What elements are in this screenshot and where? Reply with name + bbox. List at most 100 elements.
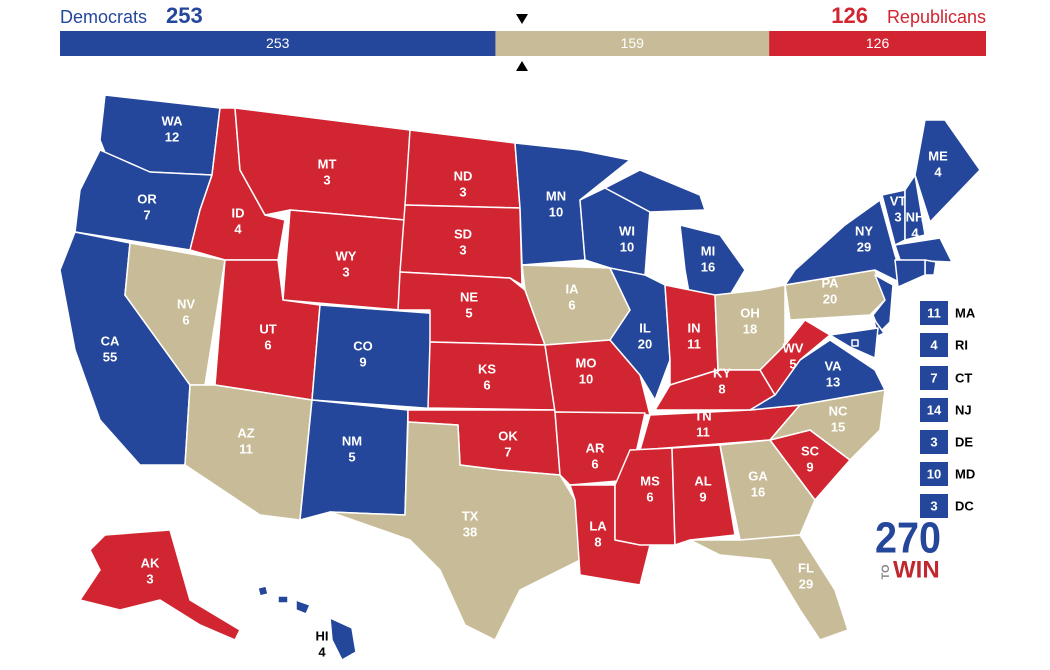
state-abbr: AL [694, 473, 711, 488]
state [784, 199, 906, 286]
state-votes: 20 [638, 336, 652, 351]
state-votes: 11 [696, 424, 710, 439]
state-abbr: MT [318, 156, 337, 171]
state [329, 421, 581, 641]
state-abbr: MN [546, 188, 566, 203]
state [277, 595, 289, 604]
state-abbr: WY [336, 248, 357, 263]
callout-abbr: MA [955, 305, 976, 320]
state-abbr: OH [740, 305, 760, 320]
state-votes: 6 [568, 297, 575, 312]
state-abbr: NE [460, 289, 478, 304]
state [614, 447, 676, 546]
state-abbr: LA [589, 518, 607, 533]
state-abbr: CO [353, 338, 373, 353]
state-votes: 8 [718, 381, 725, 396]
bar-segment-label: 126 [866, 35, 890, 51]
callout-box [920, 333, 948, 357]
state-abbr: MS [640, 473, 660, 488]
callout-box [920, 462, 948, 486]
state-abbr: ID [232, 205, 245, 220]
state-votes: 10 [549, 204, 563, 219]
democrats-total: 253 [166, 3, 203, 28]
state-abbr: IN [688, 320, 701, 335]
state [872, 317, 885, 337]
state-abbr: OR [137, 191, 157, 206]
state-votes: 4 [234, 221, 242, 236]
state-abbr: IA [566, 281, 580, 296]
state-votes: 18 [743, 321, 757, 336]
state-abbr: NH [906, 209, 925, 224]
state-votes: 6 [182, 312, 189, 327]
state-votes: 29 [857, 239, 871, 254]
state-abbr: SD [454, 226, 472, 241]
callout-abbr: DE [955, 434, 973, 449]
state-votes: 4 [934, 164, 942, 179]
state-votes: 6 [591, 456, 598, 471]
state-votes: 7 [504, 444, 511, 459]
state-votes: 13 [826, 374, 840, 389]
state-votes: 9 [359, 354, 366, 369]
state-abbr: VT [890, 193, 907, 208]
state [257, 585, 269, 597]
state-abbr: KS [478, 361, 496, 376]
state-votes: 4 [911, 225, 919, 240]
state-votes: 3 [342, 264, 349, 279]
democrats-label: Democrats [60, 7, 147, 27]
state-votes: 55 [103, 349, 117, 364]
state-abbr: KY [713, 365, 731, 380]
state-votes: 3 [894, 209, 901, 224]
callout-abbr: NJ [955, 402, 972, 417]
state-votes: 10 [620, 239, 634, 254]
callout-votes: 7 [930, 370, 937, 385]
callout-box [920, 366, 948, 390]
state [79, 529, 241, 641]
state-abbr: VA [824, 358, 842, 373]
state-abbr: WA [162, 113, 184, 128]
state-abbr: NY [855, 223, 873, 238]
state-abbr: WV [783, 340, 804, 355]
callout-abbr: MD [955, 466, 975, 481]
state-votes: 8 [594, 534, 601, 549]
state [851, 339, 859, 347]
state [689, 534, 849, 641]
state-votes: 12 [165, 129, 179, 144]
state-votes: 5 [789, 356, 796, 371]
state-votes: 3 [146, 571, 153, 586]
state [924, 259, 937, 276]
state [894, 259, 926, 288]
threshold-marker-top [516, 14, 528, 24]
state-votes: 5 [348, 449, 355, 464]
state-votes: 16 [701, 259, 715, 274]
callout-box [920, 430, 948, 454]
bar-segment-label: 159 [621, 35, 645, 51]
state-votes: 11 [239, 441, 253, 456]
state-abbr: HI [316, 628, 329, 643]
threshold-marker-bottom [516, 61, 528, 71]
state [904, 174, 926, 241]
state [544, 339, 651, 416]
callout-votes: 4 [930, 337, 938, 352]
callout-votes: 10 [927, 466, 941, 481]
state [914, 119, 981, 223]
state-votes: 9 [699, 489, 706, 504]
state-abbr: IL [639, 320, 651, 335]
bar-segment [769, 31, 986, 56]
logo-to: TO [880, 564, 892, 580]
state-abbr: TX [462, 508, 479, 523]
state-abbr: AZ [237, 425, 254, 440]
logo: 270 TO WIN [875, 514, 941, 584]
state-abbr: NM [342, 433, 362, 448]
bar-segment [495, 31, 770, 56]
state [295, 599, 311, 615]
callout-votes: 14 [927, 402, 942, 417]
state-abbr: MO [576, 355, 597, 370]
state-abbr: NV [177, 296, 195, 311]
republicans-label: Republicans [887, 7, 986, 27]
state-votes: 5 [465, 305, 472, 320]
state-votes: 7 [143, 207, 150, 222]
state-abbr: NC [829, 403, 848, 418]
callout-abbr: DC [955, 498, 974, 513]
callout-votes: 3 [930, 498, 937, 513]
